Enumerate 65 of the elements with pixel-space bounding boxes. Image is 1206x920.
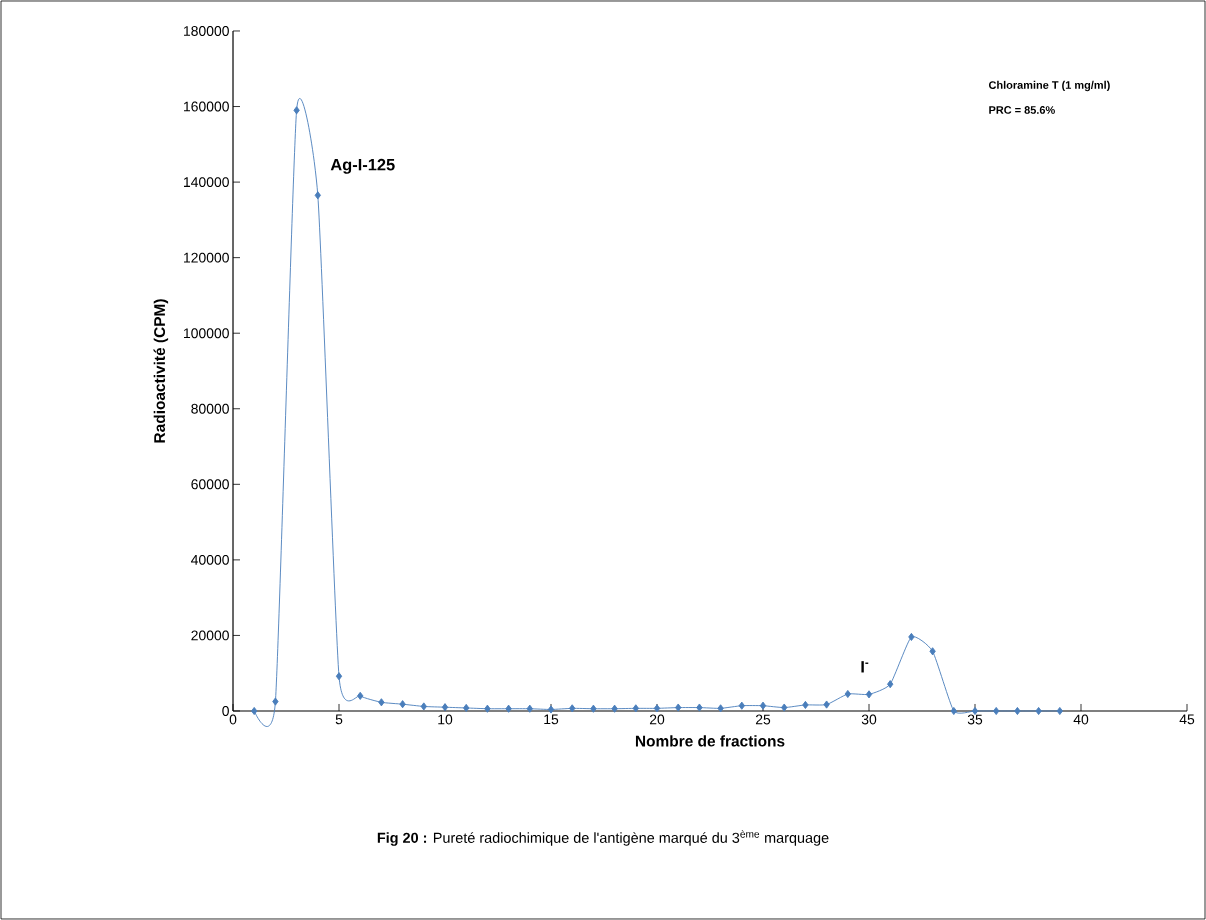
x-axis-title: Nombre de fractions bbox=[635, 735, 785, 747]
point bbox=[505, 704, 512, 713]
annotation: I$^{-}$ bbox=[861, 661, 869, 673]
point bbox=[251, 706, 258, 716]
point bbox=[844, 689, 851, 699]
point bbox=[887, 680, 894, 689]
point bbox=[929, 647, 936, 656]
point bbox=[1035, 706, 1042, 716]
y-tick-label: 140000 bbox=[184, 177, 229, 188]
point bbox=[781, 703, 788, 712]
point bbox=[569, 704, 576, 713]
y-tick-label: 60000 bbox=[191, 479, 229, 490]
x-tick-label: 35 bbox=[967, 714, 983, 725]
y-tick-label: 100000 bbox=[184, 328, 229, 339]
point bbox=[547, 705, 555, 714]
point bbox=[993, 706, 1000, 716]
point bbox=[611, 704, 618, 713]
x-tick-label: 10 bbox=[438, 714, 453, 725]
y-tick-label: 80000 bbox=[191, 403, 229, 414]
point bbox=[802, 700, 809, 709]
point bbox=[484, 704, 491, 713]
point bbox=[950, 706, 957, 716]
y-tick-label: 120000 bbox=[184, 252, 229, 263]
point bbox=[632, 704, 639, 713]
point bbox=[293, 106, 300, 115]
point bbox=[441, 703, 449, 712]
point bbox=[717, 704, 724, 713]
x-tick-label: 30 bbox=[861, 714, 877, 725]
point bbox=[1014, 706, 1021, 716]
point bbox=[463, 703, 470, 713]
point bbox=[399, 700, 406, 709]
point bbox=[738, 701, 745, 710]
x-tick-label: 15 bbox=[544, 714, 559, 725]
y-tick-label: 40000 bbox=[191, 554, 229, 565]
point bbox=[759, 701, 767, 710]
point bbox=[653, 704, 661, 713]
x-tick-label: 45 bbox=[1179, 714, 1195, 725]
point bbox=[335, 672, 343, 681]
text: Fig 20 : Pureté radiochimique de l'antigène marqué du 3$^{ème}$ marquage bbox=[377, 830, 829, 846]
point bbox=[420, 702, 427, 711]
point bbox=[314, 191, 321, 200]
annotation: Chloramine T (1 mg/ml) bbox=[988, 80, 1110, 92]
y-tick-label: 160000 bbox=[184, 101, 229, 112]
x-tick-label: 0 bbox=[229, 714, 237, 725]
y-tick-label: 0 bbox=[222, 706, 229, 716]
point bbox=[378, 698, 385, 707]
point bbox=[526, 704, 533, 713]
annotation: Ag-I-125 bbox=[330, 158, 395, 174]
annotation: PRC = 85.6% bbox=[989, 106, 1055, 114]
point bbox=[696, 703, 703, 712]
x-tick-label: 5 bbox=[335, 714, 343, 725]
x-tick-label: 25 bbox=[755, 714, 771, 725]
point bbox=[908, 632, 915, 641]
x-tick-label: 40 bbox=[1073, 714, 1089, 725]
point bbox=[865, 690, 873, 699]
y-axis-title: Radioactivité (CPM) bbox=[153, 299, 169, 443]
point bbox=[675, 703, 682, 712]
x-tick-label: 20 bbox=[649, 714, 665, 725]
point bbox=[357, 691, 364, 700]
point bbox=[590, 704, 597, 713]
point bbox=[823, 700, 830, 709]
point bbox=[272, 697, 279, 706]
point bbox=[1056, 706, 1063, 716]
y-tick-label: 180000 bbox=[184, 26, 229, 36]
y-tick-label: 20000 bbox=[191, 630, 229, 641]
